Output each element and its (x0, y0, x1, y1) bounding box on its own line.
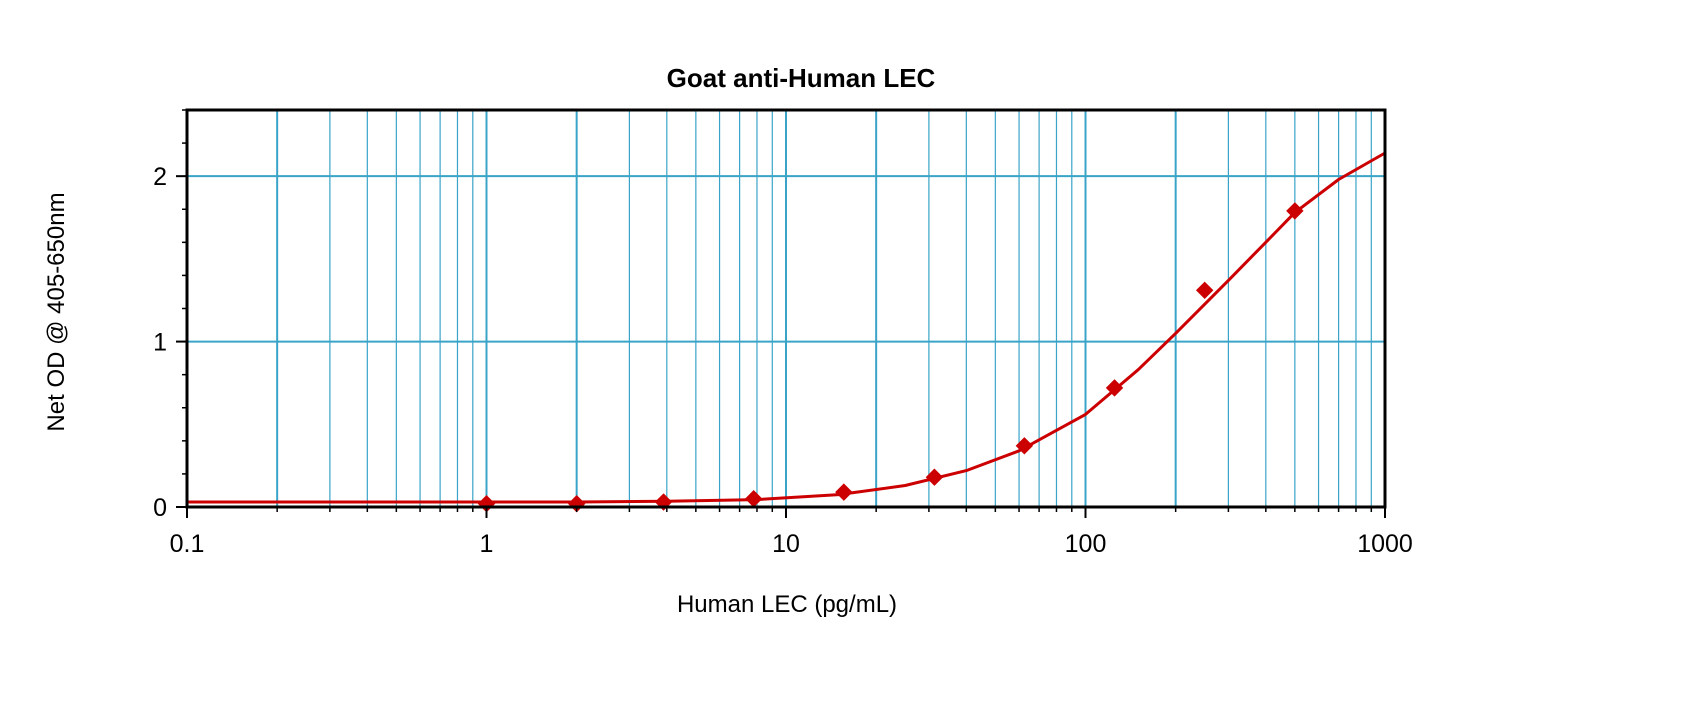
x-tick-label: 1000 (1357, 530, 1413, 558)
chart-title: Goat anti-Human LEC (667, 63, 936, 93)
y-tick-label: 1 (153, 329, 167, 357)
data-point-marker (654, 493, 673, 511)
x-tick-label: 0.1 (170, 530, 205, 558)
x-axis-ticks: 0.1 1 10 100 1000 (170, 507, 1413, 558)
data-points (477, 202, 1304, 513)
y-axis-label: Net OD @ 405-650nm (43, 192, 70, 431)
x-axis-label: Human LEC (pg/mL) (677, 591, 897, 618)
fit-curve-line (185, 151, 1387, 504)
data-point-marker (1286, 202, 1304, 220)
data-point-marker (744, 490, 763, 508)
x-tick-label: 1 (480, 530, 494, 558)
data-point-marker (1105, 379, 1124, 397)
data-point-marker (925, 468, 944, 486)
grid-lines (187, 110, 1385, 507)
data-point-marker (1195, 281, 1214, 300)
y-tick-label: 2 (153, 163, 167, 191)
data-point-marker (835, 483, 853, 501)
y-tick-label: 0 (153, 494, 167, 522)
x-tick-label: 10 (772, 530, 800, 558)
x-tick-label: 100 (1065, 530, 1107, 558)
data-point-marker (1015, 437, 1034, 455)
y-axis-ticks: 0 1 2 (153, 163, 187, 522)
fit-curve-group (185, 151, 1387, 504)
